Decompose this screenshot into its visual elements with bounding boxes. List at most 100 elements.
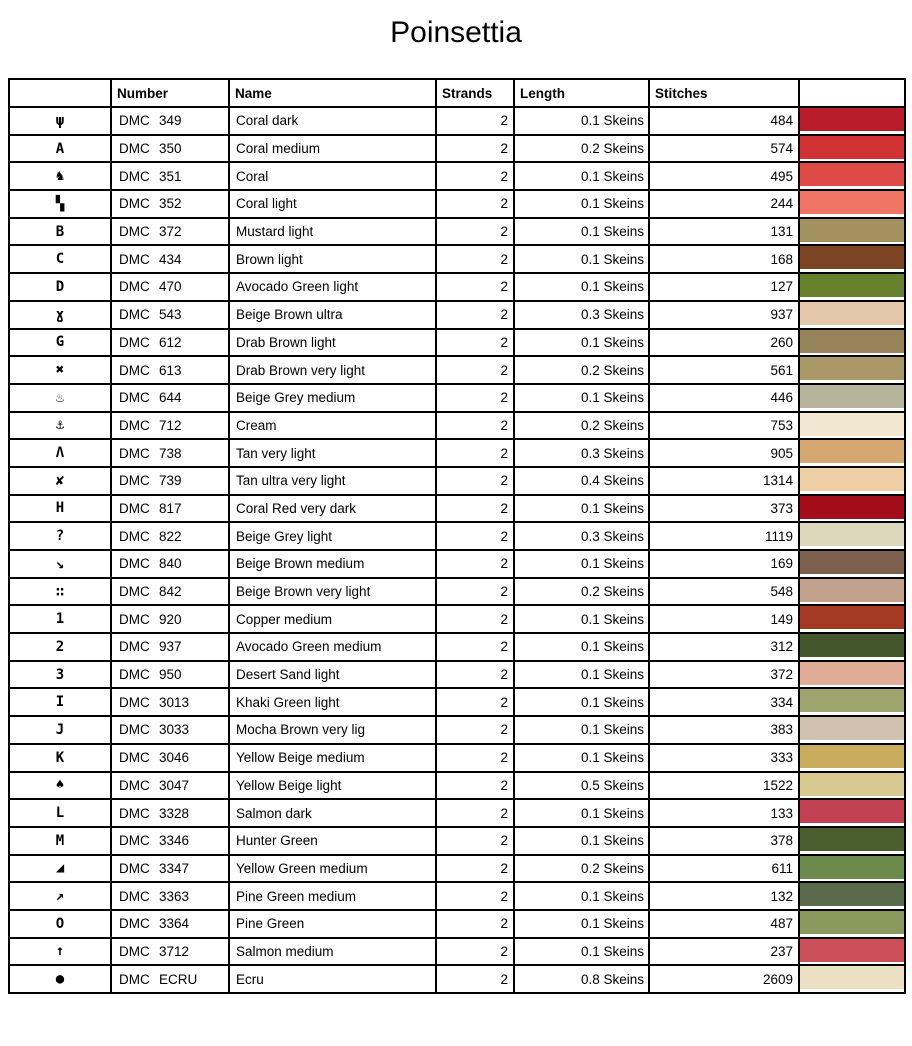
stitches-value: 1314 xyxy=(648,465,800,496)
strands-value: 2 xyxy=(435,770,515,801)
table-row: D DMC 470 Avocado Green light 2 0.1 Skein… xyxy=(8,272,906,302)
strands-value: 2 xyxy=(435,798,515,828)
floss-brand: DMC xyxy=(119,916,150,932)
table-row: ◢ DMC 3347 Yellow Green medium 2 0.2 Skei… xyxy=(8,853,906,884)
stitches-value: 753 xyxy=(648,410,800,441)
stitches-value: 373 xyxy=(648,493,800,524)
stitch-symbol: ♨ xyxy=(8,382,112,413)
color-name: Beige Brown very light xyxy=(228,576,437,607)
table-row: G DMC 612 Drab Brown light 2 0.1 Skeins 2… xyxy=(8,327,906,358)
color-swatch-cell xyxy=(798,964,906,994)
length-value: 0.8 Skeins xyxy=(513,964,650,994)
color-swatch xyxy=(801,967,903,990)
floss-number: 470 xyxy=(159,279,182,295)
color-swatch xyxy=(801,136,903,159)
color-swatch-cell xyxy=(798,576,906,607)
strands-value: 2 xyxy=(435,106,515,136)
floss-number: 3033 xyxy=(159,722,190,738)
color-swatch-cell xyxy=(798,659,906,690)
color-swatch xyxy=(801,468,903,491)
floss-number-cell: DMC 738 xyxy=(110,438,230,468)
length-value: 0.2 Skeins xyxy=(513,133,650,164)
table-row: ♨ DMC 644 Beige Grey medium 2 0.1 Skeins … xyxy=(8,382,906,413)
stitches-value: 372 xyxy=(648,659,800,690)
stitches-value: 133 xyxy=(648,798,800,828)
floss-number-cell: DMC 822 xyxy=(110,521,230,551)
strands-value: 2 xyxy=(435,133,515,164)
color-name: Salmon medium xyxy=(228,936,437,967)
floss-brand: DMC xyxy=(119,334,150,350)
floss-number-cell: DMC 3013 xyxy=(110,687,230,718)
stitch-symbol: K xyxy=(8,742,112,773)
table-row: A DMC 350 Coral medium 2 0.2 Skeins 574 xyxy=(8,133,906,164)
color-swatch xyxy=(801,690,903,713)
floss-number-cell: DMC 612 xyxy=(110,327,230,358)
color-swatch-cell xyxy=(798,632,906,662)
table-row: ɣ DMC 543 Beige Brown ultra 2 0.3 Skeins … xyxy=(8,299,906,330)
floss-brand: DMC xyxy=(119,639,150,655)
floss-brand: DMC xyxy=(119,251,150,267)
floss-number: 612 xyxy=(159,334,182,350)
color-swatch xyxy=(801,773,903,796)
floss-brand: DMC xyxy=(119,528,150,544)
stitches-value: 131 xyxy=(648,216,800,247)
color-name: Cream xyxy=(228,410,437,441)
color-name: Avocado Green light xyxy=(228,272,437,302)
table-row: ♠ DMC 3047 Yellow Beige light 2 0.5 Skein… xyxy=(8,770,906,801)
strands-value: 2 xyxy=(435,244,515,275)
color-swatch-cell xyxy=(798,161,906,192)
floss-brand: DMC xyxy=(119,224,150,240)
floss-number: 920 xyxy=(159,611,182,627)
stitch-symbol: ● xyxy=(8,964,112,994)
color-name: Pine Green xyxy=(228,908,437,939)
floss-brand: DMC xyxy=(119,307,150,323)
length-value: 0.1 Skeins xyxy=(513,216,650,247)
color-swatch-cell xyxy=(798,327,906,358)
color-name: Khaki Green light xyxy=(228,687,437,718)
length-value: 0.3 Skeins xyxy=(513,299,650,330)
stitches-value: 1119 xyxy=(648,521,800,551)
floss-brand: DMC xyxy=(119,445,150,461)
stitches-value: 237 xyxy=(648,936,800,967)
color-name: Mocha Brown very lig xyxy=(228,715,437,745)
floss-number: 351 xyxy=(159,168,182,184)
length-value: 0.1 Skeins xyxy=(513,881,650,911)
floss-number-cell: DMC 434 xyxy=(110,244,230,275)
stitch-symbol: ∷ xyxy=(8,576,112,607)
floss-number-cell: DMC 372 xyxy=(110,216,230,247)
strands-value: 2 xyxy=(435,299,515,330)
floss-number-cell: DMC 349 xyxy=(110,106,230,136)
stitches-value: 495 xyxy=(648,161,800,192)
stitches-value: 937 xyxy=(648,299,800,330)
stitch-symbol: 2 xyxy=(8,632,112,662)
color-swatch xyxy=(801,247,903,270)
strands-value: 2 xyxy=(435,161,515,192)
floss-number: 350 xyxy=(159,141,182,157)
table-row: ψ DMC 349 Coral dark 2 0.1 Skeins 484 xyxy=(8,106,906,136)
floss-number-cell: DMC 937 xyxy=(110,632,230,662)
length-value: 0.1 Skeins xyxy=(513,687,650,718)
floss-number: 434 xyxy=(159,251,182,267)
color-swatch xyxy=(801,662,903,685)
color-swatch xyxy=(801,745,903,768)
strands-value: 2 xyxy=(435,881,515,911)
floss-number: 739 xyxy=(159,473,182,489)
color-swatch xyxy=(801,635,903,658)
length-value: 0.1 Skeins xyxy=(513,161,650,192)
stitch-symbol: M xyxy=(8,825,112,856)
stitches-value: 378 xyxy=(648,825,800,856)
color-swatch xyxy=(801,108,903,131)
color-swatch xyxy=(801,911,903,934)
length-value: 0.1 Skeins xyxy=(513,632,650,662)
floss-number: 3347 xyxy=(159,860,190,876)
table-row: ✘ DMC 739 Tan ultra very light 2 0.4 Skei… xyxy=(8,465,906,496)
table-row: ∷ DMC 842 Beige Brown very light 2 0.2 Sk… xyxy=(8,576,906,607)
color-swatch-cell xyxy=(798,299,906,330)
color-name: Coral light xyxy=(228,189,437,219)
floss-number-cell: DMC 817 xyxy=(110,493,230,524)
stitches-value: 132 xyxy=(648,881,800,911)
strands-value: 2 xyxy=(435,493,515,524)
table-row: L DMC 3328 Salmon dark 2 0.1 Skeins 133 xyxy=(8,798,906,828)
floss-brand: DMC xyxy=(119,833,150,849)
color-swatch-cell xyxy=(798,493,906,524)
